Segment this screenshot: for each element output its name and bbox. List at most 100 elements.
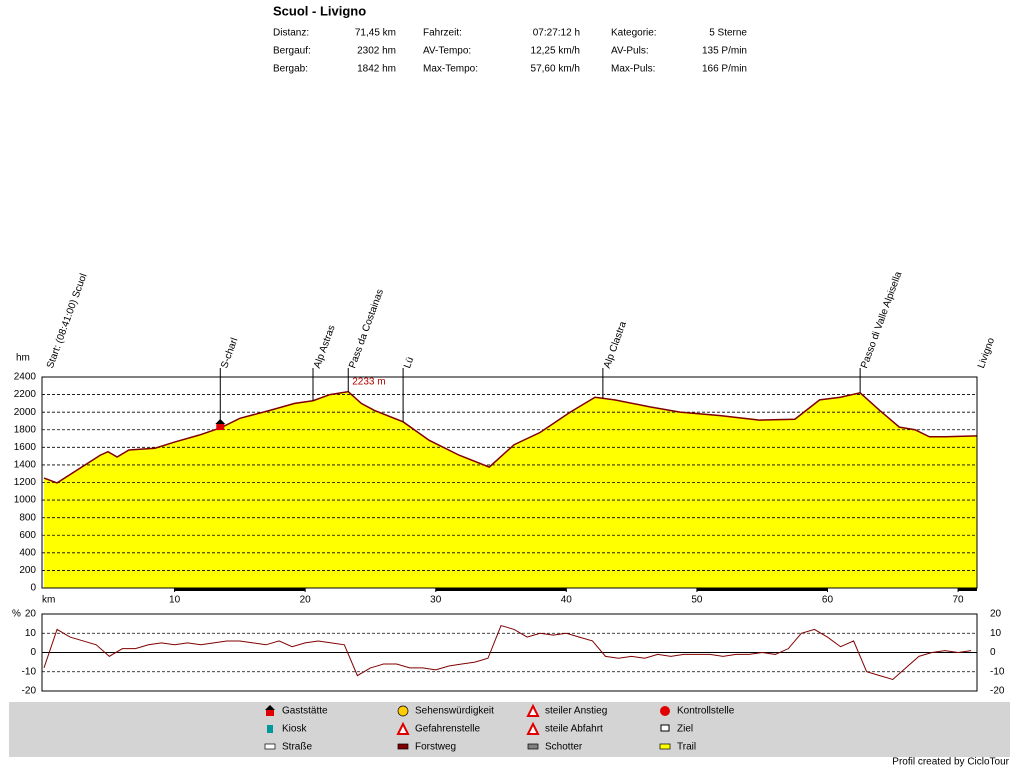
icon-part xyxy=(660,724,670,732)
icon-part xyxy=(397,743,409,750)
stat-value: 166 P/min xyxy=(702,64,747,75)
surface-segment xyxy=(697,588,828,591)
y-axis-label: % xyxy=(12,609,21,620)
legend-label: Kontrollstelle xyxy=(677,706,735,717)
stat-label: AV-Tempo: xyxy=(423,46,471,57)
waypoint-label: Alp Clastra xyxy=(602,320,629,370)
y-tick-label: 20 xyxy=(25,609,37,620)
x-tick-label: 60 xyxy=(822,595,834,606)
gradient-line xyxy=(43,624,972,681)
legend-label: Forstweg xyxy=(415,742,456,753)
stat-label: Kategorie: xyxy=(611,28,657,39)
y-tick-label: 1600 xyxy=(14,442,37,453)
legend-label: Straße xyxy=(282,742,312,753)
stat-label: Bergauf: xyxy=(273,46,311,57)
y-tick-label: -10 xyxy=(22,666,37,677)
stat-value: 07:27:12 h xyxy=(533,28,580,39)
stat-label: Fahrzeit: xyxy=(423,28,462,39)
icon-part xyxy=(266,710,274,716)
x-tick-label: 20 xyxy=(300,595,312,606)
legend-icon xyxy=(526,703,540,717)
y-tick-label-right: -20 xyxy=(990,686,1005,697)
plot-frame xyxy=(41,376,978,589)
peak-label: 2233 m xyxy=(352,377,385,388)
y-tick-label: 1000 xyxy=(14,495,37,506)
legend-icon xyxy=(396,721,410,735)
waypoint-label: Start: (08:41:00) Scuol xyxy=(45,272,90,370)
waypoint-label: S-charl xyxy=(219,336,240,370)
legend-label: Sehenswürdigkeit xyxy=(415,706,494,717)
surface-segment xyxy=(436,588,566,591)
y-tick-label: 200 xyxy=(19,565,36,576)
y-tick-label-right: -10 xyxy=(990,666,1005,677)
y-tick-label: 800 xyxy=(19,512,36,523)
elevation-area xyxy=(44,391,977,588)
legend-label: steile Abfahrt xyxy=(545,724,603,735)
gaststaette-icon xyxy=(215,418,226,424)
footer: Profil created by CicloTour xyxy=(892,757,1009,768)
x-tick-label: 30 xyxy=(430,595,442,606)
icon-part xyxy=(527,743,539,750)
y-tick-label: 2200 xyxy=(14,389,37,400)
legend-panel xyxy=(9,702,1010,757)
legend-label: Trail xyxy=(677,742,696,753)
icon-part xyxy=(267,725,273,733)
y-tick-label: 10 xyxy=(25,628,37,639)
icon-part xyxy=(526,703,540,717)
legend-icon xyxy=(397,743,409,750)
y-tick-label: 1800 xyxy=(14,424,37,435)
stat-value: 71,45 km xyxy=(355,28,396,39)
y-tick-label: 2400 xyxy=(14,372,37,383)
stat-value: 5 Sterne xyxy=(709,28,747,39)
legend-label: Kiosk xyxy=(282,724,307,735)
surface-segment xyxy=(174,588,305,591)
icon-part xyxy=(526,721,540,735)
legend-label: Gefahrenstelle xyxy=(415,724,480,735)
waypoint-label: Pass da Costainas xyxy=(347,288,386,370)
legend-label: steiler Anstieg xyxy=(545,706,607,717)
legend-label: Ziel xyxy=(677,724,693,735)
icon-part xyxy=(396,721,410,735)
x-axis-label: km xyxy=(42,595,55,606)
legend-icon xyxy=(264,743,276,750)
y-tick-label: 1200 xyxy=(14,477,37,488)
y-tick-label: 0 xyxy=(30,647,36,658)
legend-icon xyxy=(527,743,539,750)
x-tick-label: 70 xyxy=(953,595,965,606)
waypoint-label: Alp Astras xyxy=(312,324,338,370)
icon-part xyxy=(264,743,276,750)
legend-icon xyxy=(397,705,409,717)
gaststaette-icon xyxy=(216,423,225,430)
y-tick-label: 0 xyxy=(30,583,36,594)
x-tick-label: 50 xyxy=(691,595,703,606)
y-tick-label: 1400 xyxy=(14,460,37,471)
y-tick-label: 2000 xyxy=(14,407,37,418)
legend-label: Gaststätte xyxy=(282,706,328,717)
legend-label: Schotter xyxy=(545,742,583,753)
waypoint-label: Passo di Valle Alpisella xyxy=(859,270,904,370)
x-tick-label: 40 xyxy=(561,595,573,606)
plot-frame xyxy=(41,613,978,692)
icon-part xyxy=(397,705,409,717)
elevation-line xyxy=(43,390,978,484)
legend-icon xyxy=(659,743,671,750)
stat-value: 12,25 km/h xyxy=(531,46,580,57)
y-tick-label: -20 xyxy=(22,686,37,697)
waypoint-label: Livigno xyxy=(976,336,997,370)
stat-value: 135 P/min xyxy=(702,46,747,57)
stat-label: Max-Tempo: xyxy=(423,64,478,75)
y-axis-label: hm xyxy=(16,353,30,364)
legend-icon xyxy=(265,705,275,716)
y-tick-label-right: 10 xyxy=(990,628,1002,639)
y-tick-label-right: 20 xyxy=(990,609,1002,620)
stat-value: 2302 hm xyxy=(357,46,396,57)
legend-icon xyxy=(660,706,670,716)
icon-part xyxy=(265,705,275,710)
stat-label: Bergab: xyxy=(273,64,308,75)
surface-segment xyxy=(958,588,977,591)
stat-label: Distanz: xyxy=(273,28,309,39)
y-tick-label: 600 xyxy=(19,530,36,541)
surface-bar xyxy=(174,588,977,591)
icon-part xyxy=(659,743,671,750)
